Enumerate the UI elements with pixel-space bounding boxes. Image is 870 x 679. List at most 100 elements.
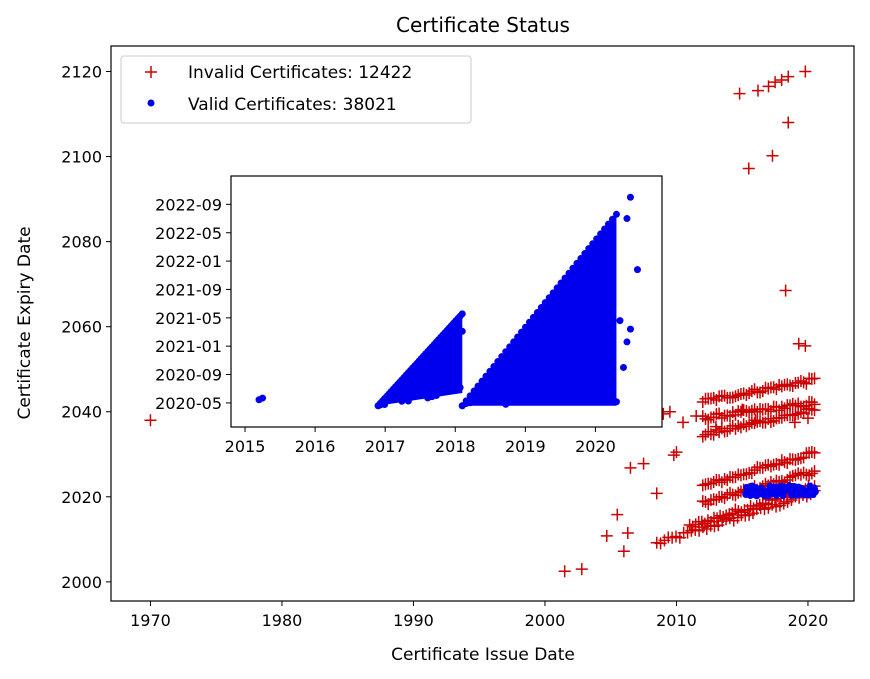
- y-tick-label: 2040: [61, 403, 102, 422]
- valid-cert-point: [790, 482, 798, 490]
- legend-marker-valid: [147, 99, 155, 107]
- inset-valid-point: [605, 247, 613, 255]
- invalid-cert-point: [782, 70, 795, 83]
- inset-valid-point: [553, 284, 561, 292]
- invalid-cert-point: [794, 375, 807, 388]
- inset-valid-point: [581, 309, 589, 317]
- x-tick-label: 1980: [262, 611, 303, 630]
- inset-y-tick-label: 2020-05: [155, 394, 222, 413]
- invalid-cert-point: [686, 520, 699, 533]
- chart-title: Certificate Status: [396, 13, 570, 37]
- inset-valid-point: [633, 266, 641, 274]
- inset-valid-point: [565, 384, 573, 392]
- invalid-cert-point: [767, 414, 780, 427]
- inset-valid-point: [458, 327, 466, 335]
- inset-valid-point: [612, 398, 620, 406]
- invalid-cert-point: [696, 430, 709, 443]
- x-tick-label: 2020: [788, 611, 829, 630]
- legend-box: [120, 55, 472, 124]
- invalid-cert-point: [789, 454, 802, 467]
- invalid-cert-point: [794, 452, 807, 465]
- inset-y-tick-label: 2021-05: [155, 309, 222, 328]
- inset-valid-point: [514, 333, 522, 341]
- inset-valid-point: [569, 264, 577, 272]
- legend-marker-plus: [145, 66, 157, 78]
- invalid-cert-point: [808, 446, 821, 459]
- inset-valid-point: [537, 304, 545, 312]
- inset-valid-point: [593, 235, 601, 243]
- inset-x-tick-label: 2016: [295, 437, 336, 456]
- main-plot-marks: [144, 65, 821, 578]
- inset-valid-point: [456, 384, 464, 392]
- invalid-cert-point: [702, 413, 715, 426]
- invalid-cert-point: [799, 65, 812, 78]
- inset-valid-point: [396, 387, 404, 395]
- invalid-cert-point: [779, 284, 792, 297]
- invalid-cert-point: [784, 471, 797, 484]
- inset-valid-point: [612, 210, 620, 218]
- invalid-cert-point: [726, 488, 739, 501]
- invalid-cert-point: [600, 529, 613, 542]
- inset-valid-point: [569, 323, 577, 331]
- invalid-cert-point: [734, 421, 747, 434]
- valid-cert-point: [806, 482, 814, 490]
- invalid-cert-point: [667, 449, 680, 462]
- inset-valid-point: [259, 394, 267, 402]
- inset-valid-point: [404, 397, 412, 405]
- invalid-cert-point: [808, 465, 821, 478]
- inset-x-tick-label: 2018: [435, 437, 476, 456]
- inset-valid-point: [415, 377, 423, 385]
- inset-y-tick-label: 2021-09: [155, 280, 222, 299]
- inset-y-tick-label: 2021-01: [155, 337, 222, 356]
- invalid-cert-point: [734, 469, 747, 482]
- invalid-cert-point: [781, 378, 794, 391]
- invalid-cert-point: [720, 509, 733, 522]
- inset-valid-point: [541, 315, 549, 323]
- invalid-cert-point: [805, 396, 818, 409]
- inset-valid-point: [419, 361, 427, 369]
- invalid-cert-point: [762, 80, 775, 93]
- y-tick-label: 2020: [61, 488, 102, 507]
- inset-valid-point: [601, 284, 609, 292]
- invalid-cert-point: [753, 499, 766, 512]
- inset-valid-point: [623, 338, 631, 346]
- inset-valid-point: [525, 354, 533, 362]
- inset-valid-point: [561, 274, 569, 282]
- inset-valid-point: [533, 324, 541, 332]
- invalid-cert-point: [624, 461, 637, 474]
- invalid-cert-point: [702, 425, 715, 438]
- invalid-cert-point: [732, 505, 745, 518]
- inset-valid-point: [593, 354, 601, 362]
- inset-valid-point: [482, 372, 490, 380]
- invalid-cert-point: [715, 476, 728, 489]
- inset-valid-point: [525, 318, 533, 326]
- plot-frame: [110, 45, 855, 602]
- invalid-cert-point: [805, 467, 818, 480]
- y-tick-label: 2120: [61, 63, 102, 82]
- inset-x-tick-label: 2017: [365, 437, 406, 456]
- invalid-cert-point: [729, 390, 742, 403]
- invalid-cert-point: [637, 457, 650, 470]
- inset-valid-point: [502, 348, 510, 356]
- inset-valid-point: [498, 375, 506, 383]
- valid-cert-point: [809, 488, 817, 496]
- inset-x-tick-label: 2019: [505, 437, 546, 456]
- invalid-cert-point: [715, 411, 728, 424]
- invalid-cert-point: [721, 424, 734, 437]
- invalid-cert-point: [663, 405, 676, 418]
- inset-valid-point: [545, 386, 553, 394]
- invalid-cert-point: [710, 493, 723, 506]
- valid-cert-point: [751, 483, 759, 491]
- invalid-cert-point: [715, 490, 728, 503]
- invalid-cert-point: [808, 398, 821, 411]
- valid-cert-point: [783, 485, 791, 493]
- invalid-cert-point: [723, 508, 736, 521]
- inset-valid-point: [619, 363, 627, 371]
- main-axis-ticks: 1970 1980 1990 2000 2010 2020 2000 2020 2040 2060…: [61, 63, 828, 630]
- invalid-cert-point: [764, 460, 777, 473]
- invalid-cert-point: [792, 337, 805, 350]
- invalid-cert-point: [754, 386, 767, 399]
- invalid-cert-point: [756, 384, 769, 397]
- x-axis-label: Certificate Issue Date: [391, 645, 575, 665]
- legend-marker-invalid: [145, 66, 157, 78]
